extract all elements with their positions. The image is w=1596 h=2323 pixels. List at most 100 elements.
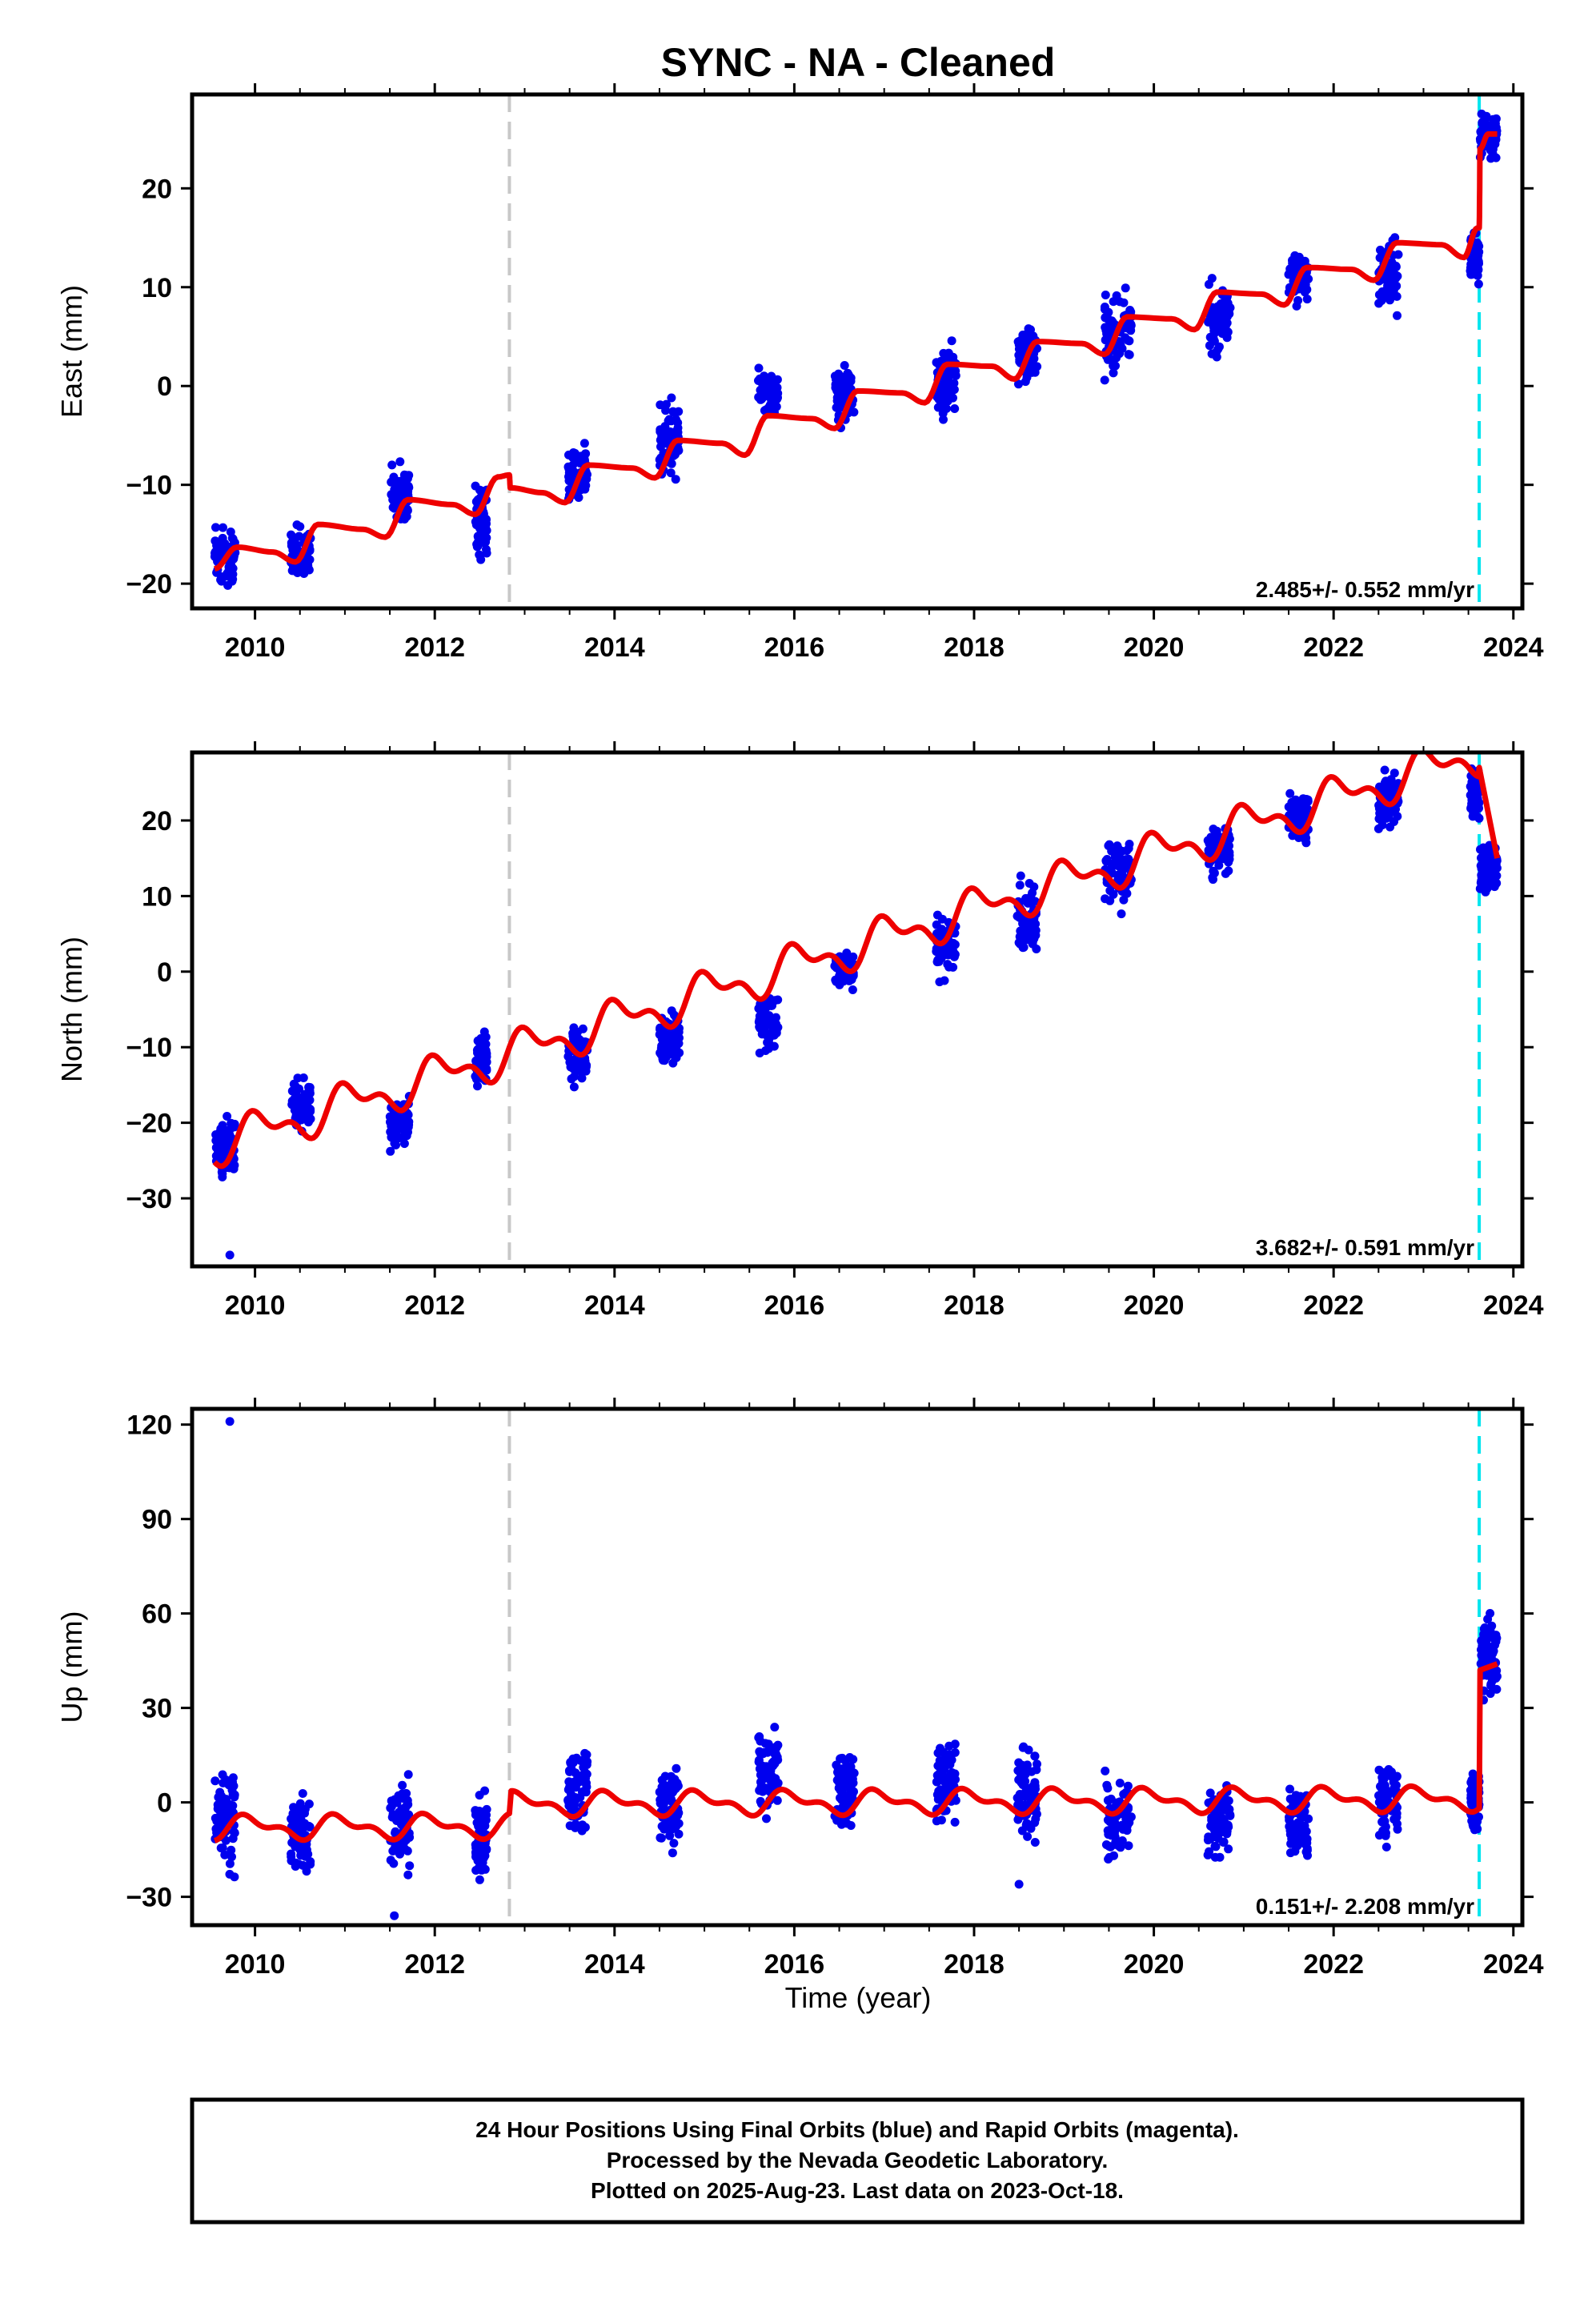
- north-point: [659, 1045, 668, 1054]
- east-point: [395, 457, 405, 467]
- north-point: [1109, 847, 1118, 857]
- north-point: [764, 1033, 774, 1043]
- up-point: [1482, 1636, 1491, 1646]
- north-point: [1482, 881, 1492, 890]
- up-point: [1030, 1838, 1040, 1847]
- east-point: [1474, 279, 1483, 289]
- up-point: [656, 1833, 666, 1843]
- up-point: [1028, 1791, 1037, 1801]
- east-point: [664, 416, 673, 426]
- up-y-tick-label: 0: [157, 1788, 172, 1819]
- east-point: [1490, 136, 1500, 146]
- north-y-tick-label: 0: [157, 957, 172, 988]
- north-x-tick-label: 2012: [404, 1290, 465, 1321]
- east-point: [939, 348, 948, 358]
- east-point: [475, 538, 484, 548]
- up-point: [1487, 1621, 1497, 1631]
- up-point: [403, 1870, 413, 1880]
- up-point: [405, 1861, 415, 1871]
- north-point: [1300, 807, 1309, 816]
- up-point: [386, 1856, 395, 1865]
- up-point: [1381, 1842, 1391, 1852]
- footer-line-1: 24 Hour Positions Using Final Orbits (bl…: [475, 2117, 1239, 2142]
- east-point: [1300, 287, 1309, 297]
- east-y-tick-label: 10: [142, 273, 172, 303]
- north-point: [943, 960, 952, 969]
- east-point: [1101, 291, 1110, 299]
- north-point: [949, 952, 959, 961]
- east-y-tick-label: 0: [157, 371, 172, 402]
- north-x-tick-label: 2016: [764, 1290, 825, 1321]
- up-point: [287, 1814, 296, 1823]
- north-point: [1284, 802, 1293, 812]
- up-point: [1294, 1823, 1303, 1833]
- up-point: [227, 1776, 237, 1786]
- up-point: [1285, 1822, 1294, 1832]
- north-point: [1124, 844, 1133, 853]
- north-point: [1483, 845, 1493, 855]
- up-point: [1381, 1831, 1390, 1840]
- east-point: [1022, 373, 1032, 383]
- up-point: [1103, 1783, 1113, 1793]
- up-point: [668, 1821, 677, 1831]
- up-point: [228, 1834, 238, 1844]
- up-point: [227, 1845, 236, 1855]
- up-point: [386, 1803, 395, 1813]
- north-point: [1380, 765, 1389, 775]
- up-point: [211, 1824, 221, 1834]
- east-x-tick-label: 2020: [1124, 632, 1185, 663]
- north-point: [935, 977, 944, 987]
- up-point: [1115, 1822, 1125, 1832]
- north-point: [481, 1046, 491, 1055]
- east-point: [392, 480, 402, 489]
- up-point: [1119, 1790, 1129, 1799]
- east-point: [291, 567, 301, 576]
- east-point: [292, 520, 302, 530]
- up-point: [664, 1781, 674, 1791]
- up-point: [225, 1859, 235, 1868]
- north-point: [773, 1022, 783, 1032]
- up-point: [396, 1791, 406, 1801]
- up-point: [771, 1747, 780, 1757]
- up-point: [1027, 1767, 1037, 1776]
- up-point: [563, 1795, 573, 1805]
- east-point: [846, 373, 856, 383]
- up-point: [563, 1785, 573, 1795]
- north-point: [1294, 797, 1304, 807]
- east-point: [1392, 291, 1402, 301]
- up-y-tick-label: 120: [126, 1410, 172, 1441]
- up-point: [306, 1860, 315, 1869]
- up-point: [674, 1829, 684, 1839]
- east-point: [840, 361, 849, 370]
- up-point: [1033, 1759, 1041, 1769]
- east-point: [223, 580, 233, 590]
- up-rate-label: 0.151+/- 2.208 mm/yr: [1256, 1894, 1474, 1919]
- up-point: [295, 1844, 304, 1853]
- up-point: [1024, 1745, 1033, 1755]
- north-plot-frame: [190, 750, 1525, 1269]
- east-point: [482, 544, 491, 554]
- north-point: [387, 1133, 396, 1141]
- up-point: [1031, 1784, 1040, 1794]
- north-point: [223, 1112, 232, 1121]
- up-point: [226, 1800, 235, 1809]
- up-point: [301, 1849, 311, 1859]
- east-y-axis-title: East (mm): [55, 285, 88, 418]
- north-point: [1295, 815, 1304, 824]
- north-point: [1385, 822, 1395, 832]
- north-point: [1209, 841, 1219, 851]
- east-point: [672, 415, 680, 424]
- east-point: [1016, 336, 1025, 346]
- up-point: [836, 1754, 845, 1763]
- up-point: [1478, 1658, 1488, 1667]
- north-plot-area: [211, 752, 1502, 1266]
- up-point: [756, 1777, 765, 1787]
- east-y-tick-label: −20: [126, 569, 172, 600]
- up-outlier-point: [1014, 1880, 1024, 1889]
- east-point: [833, 387, 843, 397]
- north-point: [1382, 807, 1392, 816]
- north-point: [218, 1172, 227, 1182]
- up-point: [1217, 1814, 1227, 1823]
- up-point: [230, 1872, 239, 1882]
